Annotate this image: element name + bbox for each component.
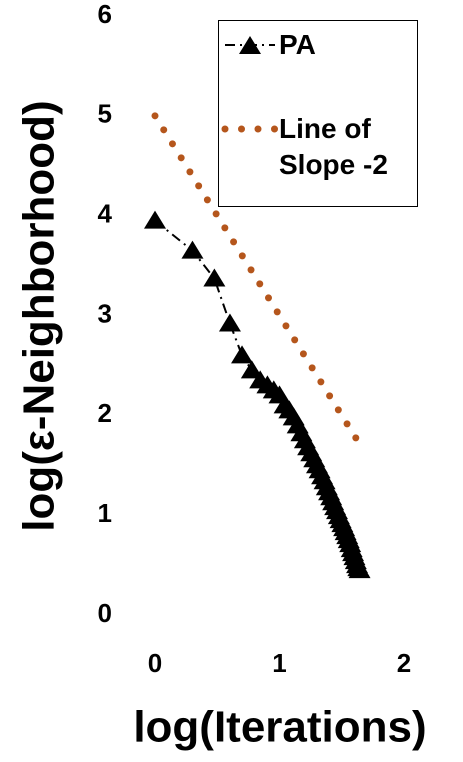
data-point — [144, 210, 166, 229]
legend-label: Line of Slope -2 — [279, 113, 388, 180]
legend-item: Line of Slope -2 — [219, 111, 409, 183]
x-tick-label: 1 — [272, 648, 286, 678]
data-point — [231, 345, 254, 364]
legend-swatch — [225, 36, 275, 54]
x-axis-title: log(Iterations) — [133, 703, 426, 752]
legend-item: PA — [219, 27, 409, 63]
y-tick-label: 4 — [98, 199, 113, 229]
legend-marker — [239, 36, 261, 54]
data-point — [218, 313, 241, 332]
y-tick-label: 3 — [98, 298, 112, 328]
data-point — [348, 560, 371, 579]
y-tick-label: 5 — [98, 99, 112, 129]
data-point — [181, 240, 204, 259]
x-tick-label: 2 — [397, 648, 411, 678]
y-axis-title: log(ε-Neighborhood) — [15, 100, 64, 531]
y-tick-label: 6 — [98, 0, 112, 29]
legend: PA Line of Slope -2 — [218, 20, 418, 207]
y-tick-label: 1 — [98, 498, 112, 528]
x-tick-label: 0 — [148, 648, 162, 678]
y-tick-label: 0 — [98, 598, 112, 628]
legend-swatch — [221, 125, 279, 133]
data-point — [240, 360, 263, 379]
y-tick-label: 2 — [98, 398, 112, 428]
legend-label: PA — [279, 29, 316, 60]
series-line — [151, 112, 361, 443]
data-point — [203, 268, 226, 287]
